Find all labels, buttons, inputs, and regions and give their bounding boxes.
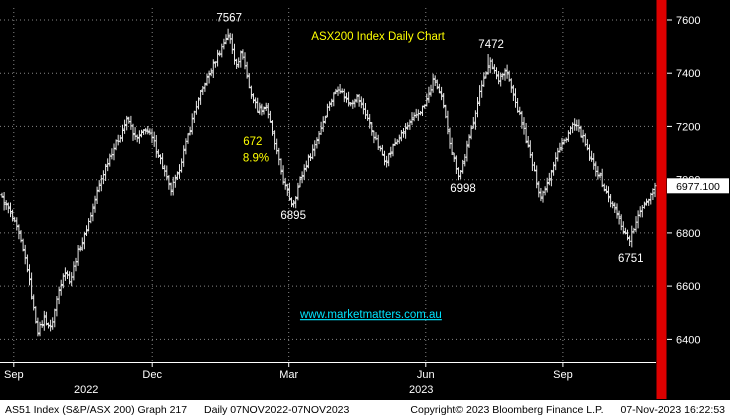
- ohlc-bars: [0, 28, 657, 337]
- date-range-label: Daily 07NOV2022-07NOV2023: [204, 403, 350, 416]
- y-tick-label: 7600: [676, 15, 700, 27]
- chart-annotations: 7567 ASX200 Index Daily Chart 7472 672 8.9% 6…: [216, 12, 643, 321]
- status-bar-right: Copyright© 2023 Bloomberg Finance L.P. 0…: [396, 404, 725, 416]
- asx200-daily-chart: 7567 ASX200 Index Daily Chart 7472 672 8.9% 6…: [0, 0, 729, 399]
- status-bar-left: AS51 Index (S&P/ASX 200) Graph 217 Daily…: [5, 404, 363, 416]
- copyright-label: Copyright© 2023 Bloomberg Finance L.P.: [410, 403, 604, 416]
- low-6895-label: 6895: [280, 210, 306, 222]
- low-6998-label: 6998: [450, 183, 476, 195]
- year-tick-label: 2023: [409, 384, 433, 396]
- right-scrollbar[interactable]: [656, 0, 667, 399]
- month-tick-label: Sep: [4, 369, 24, 381]
- month-tick-label: Mar: [279, 369, 298, 381]
- y-tick-label: 6800: [676, 228, 700, 240]
- y-tick-label: 7400: [676, 68, 700, 80]
- month-tick-label: Dec: [142, 369, 162, 381]
- year-tick-label: 2022: [74, 384, 98, 396]
- y-tick-label: 6600: [676, 281, 700, 293]
- peak-7472-label: 7472: [478, 39, 504, 51]
- month-tick-label: Jun: [417, 369, 435, 381]
- y-tick-label: 6400: [676, 334, 700, 346]
- drop-percent-label: 8.9%: [243, 153, 269, 165]
- status-bar: AS51 Index (S&P/ASX 200) Graph 217 Daily…: [0, 400, 730, 419]
- y-tick-label: 7200: [676, 121, 700, 133]
- drop-points-label: 672: [243, 136, 262, 148]
- x-axis-labels: Sep Dec Mar Jun Sep 2022 2023: [4, 363, 573, 396]
- instrument-label: AS51 Index (S&P/ASX 200) Graph 217: [5, 403, 188, 416]
- last-price-box: [667, 178, 729, 194]
- peak-7567-label: 7567: [216, 12, 242, 24]
- timestamp-label: 07-Nov-2023 16:22:53: [620, 403, 726, 416]
- month-tick-label: Sep: [553, 369, 573, 381]
- last-price-label: 6977.100: [676, 181, 720, 193]
- watermark-link[interactable]: www.marketmatters.com.au: [299, 309, 442, 321]
- chart-title: ASX200 Index Daily Chart: [311, 31, 445, 43]
- grid-lines: [0, 8, 656, 362]
- low-6751-label: 6751: [618, 253, 644, 265]
